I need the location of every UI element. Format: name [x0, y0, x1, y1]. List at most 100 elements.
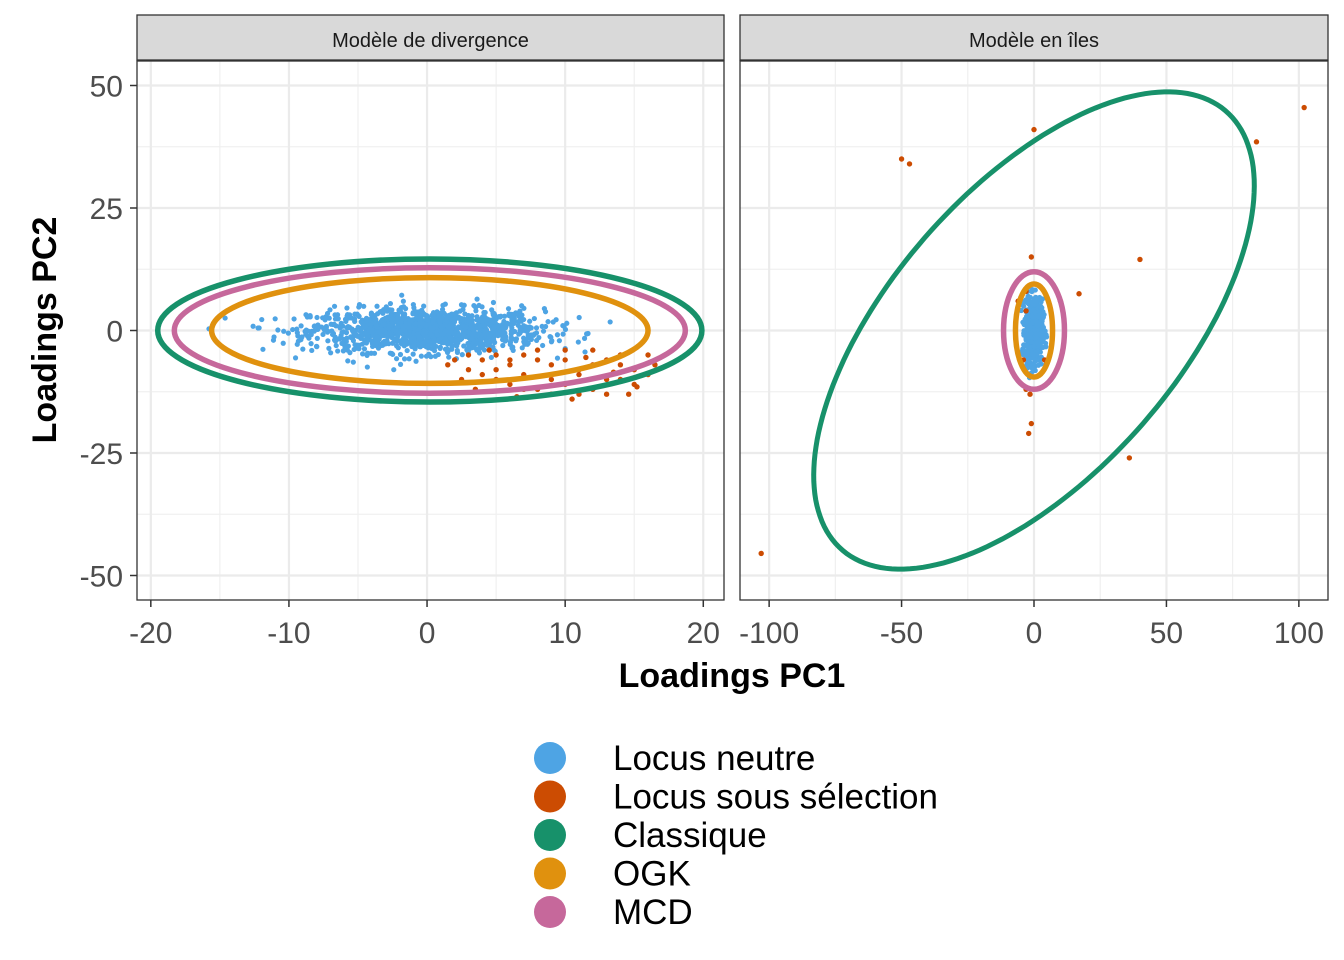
neutral-point: [425, 317, 431, 323]
neutral-point: [400, 298, 406, 304]
selection-point: [625, 391, 632, 397]
neutral-point: [407, 326, 413, 332]
neutral-point: [386, 341, 392, 347]
selection-point: [507, 362, 513, 368]
selection-point: [906, 161, 913, 167]
neutral-point: [442, 301, 448, 307]
neutral-point: [430, 318, 436, 324]
neutral-point: [500, 330, 506, 336]
neutral-points: [1018, 286, 1050, 381]
neutral-point: [1036, 303, 1042, 309]
neutral-point: [575, 339, 581, 345]
selection-point: [1253, 139, 1260, 145]
neutral-point: [420, 321, 426, 327]
selection-point: [486, 347, 492, 353]
neutral-point: [527, 318, 533, 324]
neutral-point: [393, 328, 399, 334]
neutral-point: [332, 316, 339, 322]
legend-key-5: [534, 896, 566, 928]
neutral-point: [391, 367, 397, 373]
neutral-point: [351, 346, 357, 353]
neutral-point: [344, 305, 350, 311]
neutral-point: [343, 330, 350, 336]
neutral-point: [335, 348, 341, 354]
neutral-point: [372, 316, 378, 322]
panel-strip-title: Modèle en îles: [969, 30, 1099, 52]
neutral-point: [454, 349, 461, 355]
neutral-point: [387, 300, 394, 307]
neutral-point: [1032, 367, 1038, 374]
neutral-point: [390, 340, 396, 346]
selection-point: [758, 550, 764, 557]
neutral-point: [295, 333, 301, 339]
neutral-point: [454, 326, 460, 332]
neutral-point: [413, 321, 419, 327]
neutral-point: [325, 328, 331, 334]
neutral-point: [454, 331, 461, 337]
ellipse-classique: [154, 256, 705, 405]
selection-point: [634, 384, 640, 390]
neutral-point: [431, 337, 437, 343]
neutral-point: [607, 319, 613, 325]
neutral-point: [320, 331, 326, 338]
legend-label-2: Locus sous sélection: [613, 778, 938, 817]
selection-point: [445, 362, 451, 368]
neutral-point: [461, 343, 467, 349]
selection-point: [1031, 126, 1037, 133]
neutral-point: [410, 351, 416, 357]
neutral-point: [389, 307, 395, 313]
neutral-point: [437, 344, 443, 350]
neutral-point: [427, 331, 433, 337]
neutral-point: [503, 324, 509, 330]
neutral-point: [375, 345, 382, 351]
legend-key-1: [534, 742, 566, 774]
neutral-point: [560, 331, 566, 337]
neutral-point: [576, 314, 582, 321]
x-tick-label: 0: [419, 617, 436, 650]
neutral-point: [350, 359, 356, 365]
neutral-point: [411, 343, 417, 349]
neutral-point: [556, 338, 562, 344]
neutral-point: [368, 338, 374, 344]
selection-point: [493, 352, 499, 358]
neutral-point: [448, 328, 454, 335]
neutral-point: [480, 341, 486, 347]
neutral-point: [374, 311, 381, 317]
neutral-point: [397, 351, 404, 358]
neutral-point: [436, 313, 442, 319]
neutral-point: [401, 356, 408, 362]
neutral-point: [582, 349, 588, 355]
neutral-point: [298, 323, 304, 329]
neutral-point: [413, 358, 419, 364]
neutral-point: [509, 315, 515, 321]
neutral-point: [406, 320, 412, 326]
selection-point: [465, 352, 472, 358]
neutral-point: [415, 331, 421, 337]
neutral-point: [1026, 334, 1032, 340]
neutral-point: [468, 345, 474, 351]
neutral-point: [517, 308, 523, 314]
neutral-point: [490, 299, 497, 306]
neutral-point: [381, 321, 387, 328]
legend-key-4: [534, 857, 566, 890]
neutral-point: [331, 337, 338, 343]
neutral-point: [1022, 316, 1028, 322]
neutral-point: [338, 320, 344, 326]
selection-point: [507, 381, 513, 388]
selection-point: [521, 352, 527, 358]
panel-1: Modèle de divergence: [136, 14, 725, 601]
x-tick-label: 50: [1150, 617, 1183, 650]
neutral-point: [516, 313, 522, 319]
neutral-point: [540, 342, 546, 349]
neutral-point: [447, 335, 454, 341]
neutral-point: [540, 328, 547, 334]
neutral-point: [442, 339, 448, 346]
neutral-point: [521, 335, 527, 341]
legend-label-5: MCD: [613, 893, 693, 932]
neutral-point: [449, 344, 455, 350]
neutral-point: [1039, 317, 1045, 323]
selection-point: [548, 362, 555, 368]
legend-key-2: [534, 780, 566, 813]
neutral-point: [303, 331, 309, 337]
neutral-point: [456, 314, 462, 320]
